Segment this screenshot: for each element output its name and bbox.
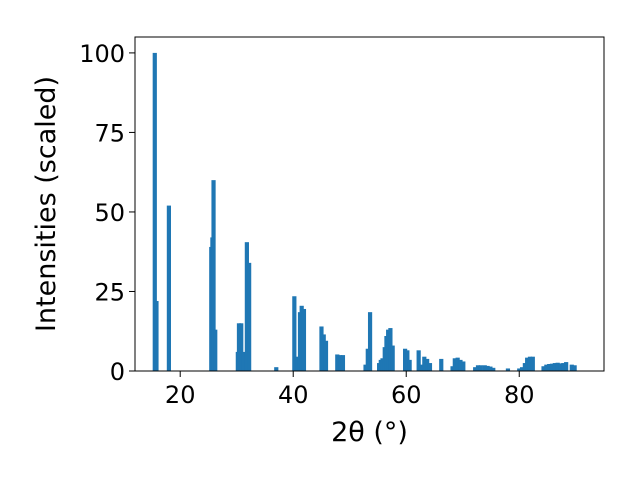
y-tick-label: 50: [94, 199, 125, 227]
bar-68: [552, 363, 557, 371]
x-tick-label: 80: [504, 381, 535, 409]
bar-52: [478, 365, 483, 371]
bar-71: [561, 363, 566, 371]
bar-14: [292, 296, 297, 371]
bar-26: [365, 348, 370, 371]
bar-59: [519, 367, 525, 371]
bar-66: [547, 364, 552, 371]
bar-19: [319, 326, 324, 371]
bar-33: [386, 329, 391, 371]
bar-67: [549, 363, 555, 371]
bar-24: [340, 355, 346, 371]
bar-30: [380, 358, 385, 371]
bar-48: [458, 359, 463, 371]
bar-11: [244, 242, 249, 371]
bar-25: [363, 364, 368, 371]
bar-49: [461, 361, 466, 371]
bar-22: [335, 354, 340, 371]
bar-53: [482, 365, 487, 371]
y-tick-label: 25: [94, 278, 125, 306]
bar-50: [473, 367, 478, 371]
bar-43: [427, 363, 433, 371]
bar-38: [407, 359, 412, 371]
bar-72: [564, 362, 569, 371]
bar-58: [517, 368, 522, 371]
bar-56: [491, 367, 496, 371]
bar-73: [569, 364, 574, 371]
bar-37: [405, 350, 410, 371]
bar-1: [154, 301, 159, 371]
bar-12: [247, 262, 252, 371]
bar-5: [211, 180, 216, 371]
bar-45: [450, 366, 455, 371]
y-tick-label: 0: [110, 358, 125, 386]
bar-51: [475, 365, 481, 371]
x-tick-label: 20: [165, 381, 196, 409]
bar-35: [390, 345, 395, 371]
bar-64: [541, 366, 546, 371]
bar-23: [338, 355, 343, 371]
bar-41: [422, 356, 427, 371]
bar-42: [425, 358, 430, 371]
bar-0: [152, 52, 157, 372]
bar-65: [544, 364, 549, 371]
y-axis-label: Intensities (scaled): [31, 76, 62, 332]
bar-27: [367, 312, 373, 371]
bar-62: [527, 356, 533, 371]
bar-57: [505, 368, 511, 371]
bar-61: [525, 357, 530, 371]
x-axis-label: 2θ (°): [331, 417, 408, 448]
bar-15: [295, 356, 300, 371]
y-tick-label: 100: [79, 40, 125, 68]
bar-40: [418, 364, 424, 371]
bar-74: [572, 365, 577, 371]
bar-55: [488, 366, 493, 371]
bar-46: [452, 358, 457, 371]
bar-13: [274, 367, 279, 371]
bar-6: [213, 329, 218, 371]
bar-60: [522, 363, 527, 371]
plot-frame: [134, 36, 605, 372]
bar-20: [321, 334, 326, 371]
bar-9: [239, 323, 244, 371]
bar-47: [455, 357, 460, 371]
bar-2: [166, 205, 171, 371]
bar-series: [152, 52, 577, 372]
bar-21: [323, 340, 329, 371]
bar-70: [558, 363, 563, 371]
bar-63: [530, 356, 535, 371]
bar-44: [439, 358, 444, 371]
bar-18: [301, 308, 307, 371]
x-tick-label: 40: [278, 381, 309, 409]
bar-17: [299, 305, 304, 371]
axis-ticks: 20 40 60 80 0 25 50 75 100: [79, 40, 534, 409]
x-tick-label: 60: [391, 381, 422, 409]
y-tick-label: 75: [94, 119, 125, 147]
bar-54: [485, 365, 490, 371]
bar-34: [388, 328, 393, 371]
bar-39: [416, 350, 421, 371]
bar-10: [241, 351, 246, 371]
bar-8: [236, 323, 242, 371]
bar-36: [403, 348, 408, 371]
bar-69: [555, 362, 560, 371]
